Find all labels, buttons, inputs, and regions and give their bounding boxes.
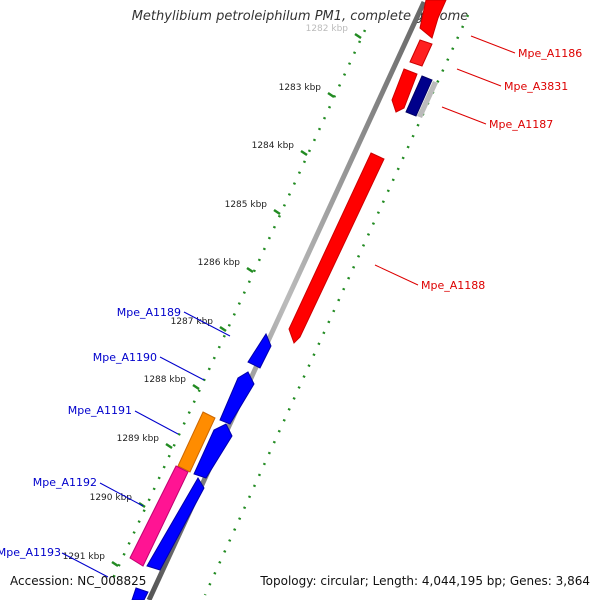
tick-label: 1285 kbp bbox=[225, 200, 268, 210]
topology-label: Topology: circular; Length: 4,044,195 bp… bbox=[260, 574, 590, 588]
tick-mark bbox=[219, 325, 227, 333]
gene-arrow-mpe-a1191-highlight[interactable] bbox=[177, 411, 216, 473]
tick-label: 1286 kbp bbox=[198, 258, 241, 268]
tick-mark bbox=[192, 383, 200, 391]
tick-label: 1290 kbp bbox=[90, 493, 133, 503]
tick-mark bbox=[273, 208, 281, 216]
gene-arrow-mpe-a1187[interactable] bbox=[405, 75, 433, 117]
gene-arrow-mpe-a1190[interactable] bbox=[219, 371, 255, 425]
gene-arrow-mpe-a1186-tail[interactable] bbox=[409, 39, 433, 67]
forward-gene-track bbox=[288, 0, 447, 344]
tick-label: 1284 kbp bbox=[252, 141, 295, 151]
gene-label-mpe-a1189[interactable]: Mpe_A1189 bbox=[117, 306, 181, 319]
tick-mark bbox=[165, 442, 173, 450]
tick-label: 1282 kbp bbox=[306, 24, 349, 34]
tick-label: 1291 kbp bbox=[63, 552, 106, 562]
forward-gene-labels: Mpe_A1186 Mpe_A3831 Mpe_A1187 Mpe_A1188 bbox=[421, 47, 582, 292]
tick-label: 1288 kbp bbox=[144, 375, 187, 385]
gene-label-mpe-a1186[interactable]: Mpe_A1186 bbox=[518, 47, 582, 60]
tick-mark bbox=[354, 32, 362, 40]
gene-label-mpe-a1187[interactable]: Mpe_A1187 bbox=[489, 118, 553, 131]
reverse-gene-track bbox=[129, 332, 272, 600]
gene-label-mpe-a1190[interactable]: Mpe_A1190 bbox=[93, 351, 157, 364]
gene-arrow-mpe-a3831[interactable] bbox=[391, 68, 418, 113]
tick-mark bbox=[327, 91, 335, 99]
gene-arrow-mpe-a1193[interactable] bbox=[131, 587, 149, 600]
tick-mark bbox=[111, 560, 119, 568]
gene-arrow-mpe-a1188[interactable] bbox=[288, 152, 385, 344]
gene-label-mpe-a3831[interactable]: Mpe_A3831 bbox=[504, 80, 568, 93]
tick-label: 1289 kbp bbox=[117, 434, 160, 444]
gene-arrow-mpe-a1192[interactable] bbox=[146, 477, 205, 571]
tick-label: 1283 kbp bbox=[279, 83, 322, 93]
reverse-gene-labels: Mpe_A1189 Mpe_A1190 Mpe_A1191 Mpe_A1192 … bbox=[0, 306, 181, 559]
gene-label-mpe-a1188[interactable]: Mpe_A1188 bbox=[421, 279, 485, 292]
tick-mark bbox=[246, 266, 254, 274]
tick-mark bbox=[300, 149, 308, 157]
gene-arrow-mpe-a1189[interactable] bbox=[247, 332, 272, 369]
gene-arrow-mpe-a1191[interactable] bbox=[193, 423, 233, 479]
label-leaders bbox=[61, 35, 516, 578]
gene-arrow-mpe-a1186[interactable] bbox=[419, 0, 447, 39]
accession-label: Accession: NC_008825 bbox=[10, 574, 147, 588]
tick-label: 1287 kbp bbox=[171, 317, 214, 327]
gene-label-mpe-a1192[interactable]: Mpe_A1192 bbox=[33, 476, 97, 489]
gene-arrow-mpe-a1187-shadow bbox=[417, 81, 438, 118]
gene-arrow-mpe-a1192-pink[interactable] bbox=[129, 465, 189, 567]
gene-label-mpe-a1191[interactable]: Mpe_A1191 bbox=[68, 404, 132, 417]
map-title: Methylibium petroleiphilum PM1, complete… bbox=[131, 9, 469, 24]
gene-label-mpe-a1193[interactable]: Mpe_A1193 bbox=[0, 546, 61, 559]
